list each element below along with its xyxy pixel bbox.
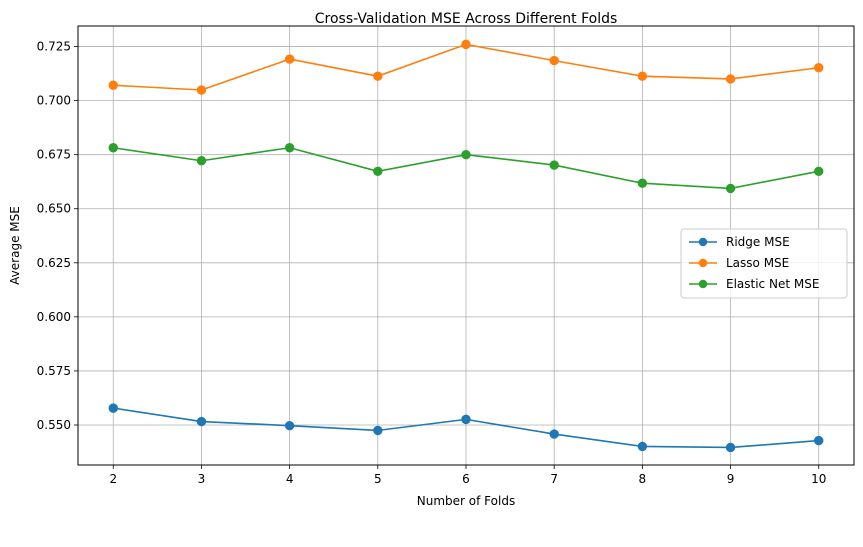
- x-tick-label: 7: [550, 472, 558, 486]
- elastic-net-mse-point: [549, 160, 559, 170]
- elastic-net-mse-point: [196, 156, 207, 166]
- lasso-mse-point: [284, 54, 295, 64]
- legend-label-lasso-mse: Lasso MSE: [726, 256, 789, 270]
- legend-label-ridge-mse: Ridge MSE: [726, 235, 790, 249]
- y-tick-label: 0.575: [37, 364, 71, 378]
- legend-marker-ridge-mse: [698, 237, 708, 247]
- x-axis: 2 3 4 5 6 7 8 9 10: [109, 465, 826, 486]
- x-tick-label: 4: [286, 472, 294, 486]
- x-tick-label: 6: [462, 472, 470, 486]
- legend-marker-lasso-mse: [698, 258, 708, 268]
- lasso-mse-point: [549, 55, 559, 66]
- elastic-net-mse-point: [814, 166, 824, 177]
- lasso-mse-point: [725, 74, 736, 84]
- lasso-mse-point: [637, 71, 648, 81]
- x-tick-label: 10: [811, 472, 826, 486]
- lasso-mse-point: [814, 63, 824, 73]
- ridge-mse-point: [725, 442, 736, 453]
- elastic-net-mse-point: [637, 178, 648, 188]
- y-axis: 0.550 0.575 0.600 0.625 0.650 0.675 0.700 0.725: [37, 40, 78, 432]
- y-tick-label: 0.600: [37, 310, 71, 324]
- y-tick-label: 0.650: [37, 202, 71, 216]
- ridge-mse-point: [284, 420, 295, 431]
- x-tick-label: 3: [198, 472, 206, 486]
- ridge-mse-point: [549, 429, 559, 439]
- x-tick-label: 5: [374, 472, 382, 486]
- legend: Ridge MSE Lasso MSE Elastic Net MSE: [680, 228, 848, 299]
- ridge-mse-point: [461, 414, 471, 425]
- ridge-mse-point: [196, 416, 207, 427]
- ridge-mse-point: [373, 425, 383, 436]
- lasso-mse-point: [108, 80, 118, 90]
- x-tick-label: 8: [639, 472, 647, 486]
- y-tick-label: 0.725: [37, 40, 71, 54]
- y-tick-label: 0.675: [37, 148, 71, 162]
- legend-label-elastic-net-mse: Elastic Net MSE: [726, 277, 819, 291]
- ridge-mse-point: [814, 435, 824, 446]
- lasso-mse-point: [373, 71, 383, 81]
- y-axis-title: Average MSE: [8, 206, 22, 285]
- elastic-net-mse-point: [461, 149, 471, 160]
- chart-title: Cross-Validation MSE Across Different Fo…: [315, 11, 618, 27]
- elastic-net-mse-point: [725, 183, 736, 194]
- elastic-net-mse-point: [284, 143, 295, 153]
- x-tick-label: 9: [727, 472, 735, 486]
- elastic-net-mse-point: [373, 166, 383, 177]
- lasso-mse-point: [196, 85, 207, 95]
- elastic-net-mse-point: [108, 143, 118, 153]
- ridge-mse-point: [108, 403, 118, 413]
- lasso-mse-point: [461, 39, 471, 50]
- series-layer: [108, 39, 824, 453]
- y-tick-label: 0.550: [37, 418, 71, 432]
- x-axis-title: Number of Folds: [417, 494, 515, 508]
- legend-marker-elastic-net-mse: [698, 279, 708, 289]
- ridge-mse-point: [637, 441, 648, 452]
- y-tick-label: 0.700: [37, 94, 71, 108]
- x-tick-label: 2: [109, 472, 117, 486]
- legend-box: [680, 228, 848, 299]
- y-tick-label: 0.625: [37, 256, 71, 270]
